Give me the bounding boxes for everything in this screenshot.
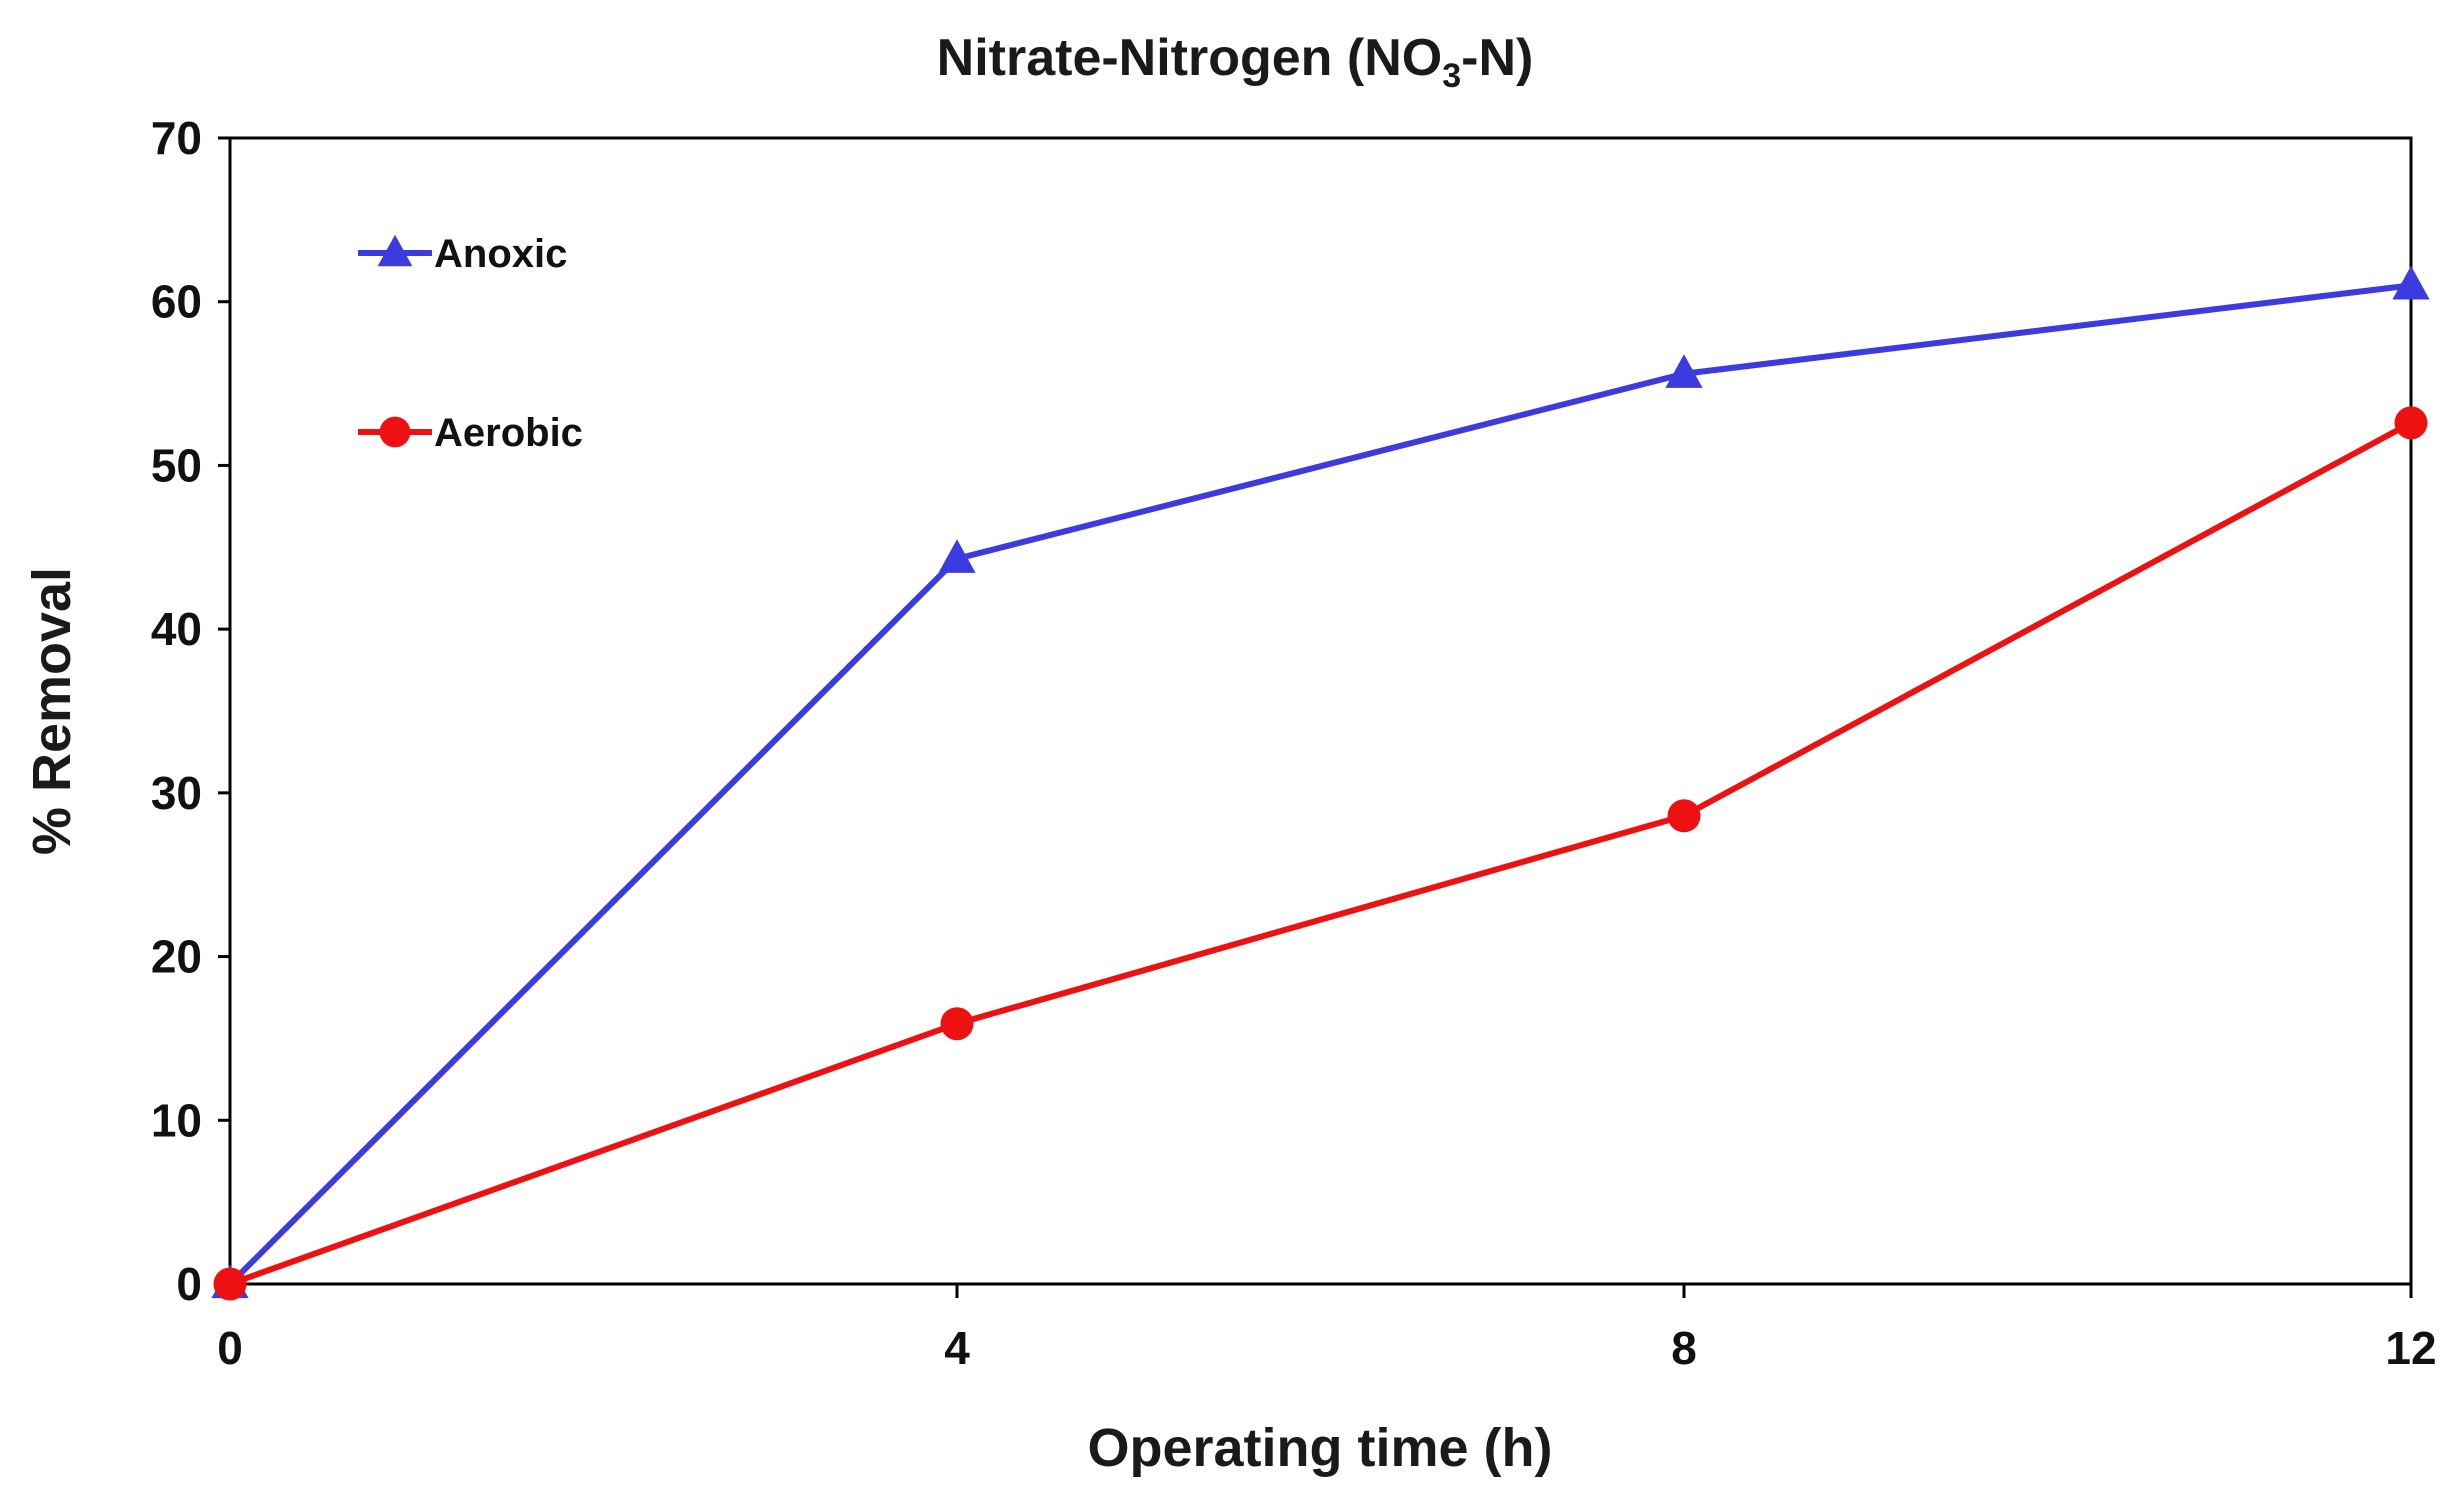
legend-marker-circle (379, 416, 411, 448)
series-aerobic (213, 406, 2428, 1301)
legend-item-aerobic: Aerobic (358, 411, 583, 455)
legend-label: Aerobic (434, 411, 583, 455)
y-tick-label: 0 (176, 1258, 202, 1310)
data-point-aerobic (940, 1007, 974, 1041)
chart-title-suffix: -N) (1461, 29, 1533, 87)
chart-title: Nitrate-Nitrogen (NO3-N) (937, 29, 1534, 95)
data-point-aerobic (1667, 799, 1701, 833)
legend: Anoxic Aerobic (358, 232, 583, 455)
y-tick-label: 70 (151, 112, 202, 164)
chart-title-prefix: Nitrate-Nitrogen (NO (937, 29, 1443, 87)
y-axis-label: % Removal (22, 567, 82, 855)
legend-item-anoxic: Anoxic (358, 232, 567, 276)
data-point-anoxic (1665, 354, 1703, 388)
series-layer (211, 265, 2430, 1301)
x-tick-label: 4 (944, 1322, 970, 1374)
legend-marker-triangle (377, 234, 413, 267)
x-tick-label: 8 (1671, 1322, 1697, 1374)
data-point-anoxic (938, 539, 976, 573)
data-point-aerobic (2394, 406, 2428, 440)
legend-label: Anoxic (434, 232, 567, 276)
series-line-aerobic (228, 420, 2413, 1287)
y-tick-label: 60 (151, 276, 202, 328)
x-tick-label: 12 (2385, 1322, 2436, 1374)
x-tick-label: 0 (217, 1322, 243, 1374)
y-tick-label: 10 (151, 1094, 202, 1146)
x-axis: 0 4 8 12 (217, 1284, 2437, 1374)
data-point-anoxic (2392, 265, 2430, 300)
data-point-aerobic (213, 1267, 247, 1301)
y-tick-label: 50 (151, 439, 202, 491)
chart-title-subscript: 3 (1442, 57, 1461, 95)
y-axis: 0 10 20 30 40 50 60 70 (151, 112, 230, 1310)
y-tick-label: 20 (151, 931, 202, 983)
y-tick-label: 30 (151, 767, 202, 819)
y-tick-label: 40 (151, 603, 202, 655)
plot-area (228, 136, 2413, 1286)
series-line-anoxic (227, 282, 2412, 1287)
x-axis-label: Operating time (h) (1087, 1418, 1552, 1478)
